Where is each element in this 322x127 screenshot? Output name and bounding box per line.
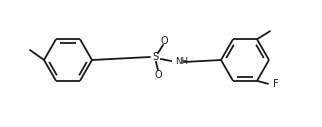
Text: O: O	[160, 36, 168, 46]
Text: NH: NH	[175, 58, 188, 67]
Text: O: O	[154, 70, 162, 80]
Text: F: F	[273, 79, 279, 89]
Text: S: S	[152, 52, 158, 62]
